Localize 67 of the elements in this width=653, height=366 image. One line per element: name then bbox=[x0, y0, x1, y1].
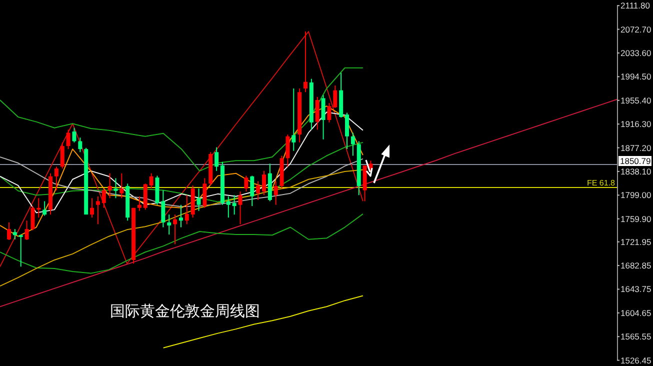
candlestick bbox=[173, 214, 178, 245]
y-tick-label: 1721.95 bbox=[620, 236, 652, 247]
y-tick-label: 1565.55 bbox=[620, 332, 652, 342]
candlestick bbox=[244, 175, 248, 192]
candlestick bbox=[30, 206, 35, 231]
candlestick bbox=[292, 88, 296, 152]
candlestick bbox=[96, 196, 100, 225]
candlestick bbox=[108, 172, 112, 199]
candlestick bbox=[315, 96, 320, 130]
y-tick-label: 1799.00 bbox=[620, 190, 652, 200]
y-tick-label: 2072.70 bbox=[620, 24, 652, 34]
y-tick-label: 1759.90 bbox=[620, 214, 652, 224]
y-tick-label: 1994.50 bbox=[620, 72, 652, 82]
candlestick bbox=[137, 196, 142, 212]
y-tick-label: 1526.45 bbox=[620, 355, 652, 366]
ref-line-label: 1850.79 bbox=[620, 156, 651, 166]
candlestick bbox=[90, 198, 94, 218]
candlestick bbox=[202, 178, 207, 208]
candlestick bbox=[333, 84, 338, 108]
candlestick bbox=[196, 188, 201, 212]
candlestick bbox=[327, 102, 332, 123]
candlestick bbox=[232, 194, 236, 216]
candlestick bbox=[286, 134, 290, 168]
candlestick bbox=[149, 172, 154, 189]
candlestick bbox=[226, 196, 230, 218]
y-tick-label: 2111.80 bbox=[620, 0, 650, 11]
y-tick-label: 1643.75 bbox=[620, 284, 652, 294]
candlestick bbox=[345, 112, 350, 150]
candlestick bbox=[214, 146, 219, 172]
candlestick bbox=[18, 234, 23, 268]
candlestick bbox=[12, 228, 17, 240]
candlestick bbox=[178, 204, 183, 228]
candlestick bbox=[262, 170, 266, 196]
line-series bbox=[0, 31, 364, 268]
text: 国际黄金伦敦金周线图 bbox=[110, 302, 260, 320]
candlestick bbox=[102, 188, 106, 208]
candlestick bbox=[24, 220, 29, 240]
y-tick-label: 1916.30 bbox=[620, 119, 652, 130]
y-tick-label: 1682.85 bbox=[620, 260, 652, 271]
candlestick bbox=[321, 94, 326, 140]
candlestick bbox=[238, 191, 242, 225]
candlestick bbox=[114, 178, 118, 199]
line-series bbox=[0, 213, 364, 274]
y-tick-label: 1877.20 bbox=[620, 142, 652, 153]
candlestick bbox=[250, 175, 254, 207]
candlestick bbox=[167, 214, 172, 236]
candlestick bbox=[7, 222, 11, 240]
candlestick bbox=[143, 183, 148, 210]
candlestick bbox=[120, 172, 124, 199]
candlestick bbox=[78, 137, 82, 153]
candlestick bbox=[72, 127, 76, 143]
candlestick bbox=[256, 180, 260, 200]
y-tick-label: 2033.60 bbox=[620, 48, 652, 58]
y-tick-label: 1838.10 bbox=[620, 166, 652, 176]
candlestick bbox=[184, 194, 189, 225]
line-series bbox=[0, 67, 364, 172]
candlestick bbox=[54, 166, 58, 191]
candlestick bbox=[66, 129, 70, 150]
candlestick bbox=[274, 180, 278, 206]
y-tick-label: 1955.40 bbox=[620, 95, 652, 106]
y-tick-label: 1604.65 bbox=[620, 308, 652, 318]
candlestick bbox=[42, 200, 47, 216]
candlestick bbox=[304, 31, 308, 93]
candlestick bbox=[350, 132, 355, 156]
candlestick bbox=[60, 142, 64, 169]
ref-line-label: FE 61.8 bbox=[586, 178, 616, 188]
line-series bbox=[0, 106, 364, 237]
